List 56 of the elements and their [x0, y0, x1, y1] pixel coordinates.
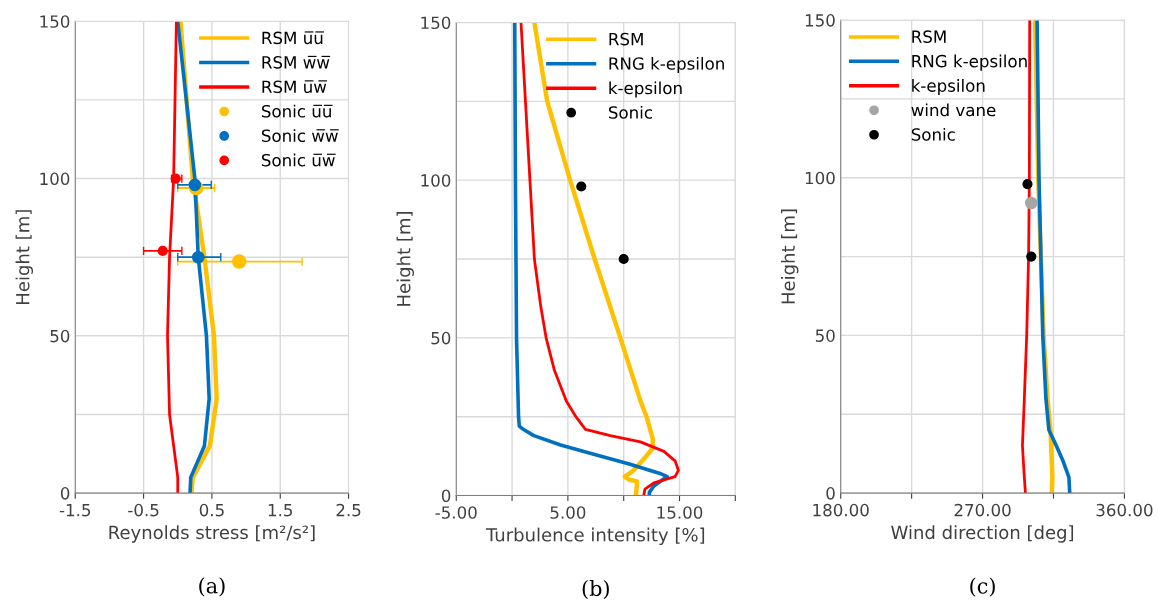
x-tick-label: 5.00 — [550, 506, 586, 519]
y-tick-label: 50 — [431, 331, 451, 345]
legend-label: RSM u̅w̅ — [262, 80, 328, 94]
legend-label: wind vane — [911, 103, 996, 117]
y-axis-title: Height [m] — [396, 212, 415, 306]
y-tick-label: 100 — [40, 172, 70, 186]
legend-label: RSM — [609, 32, 643, 46]
x-tick-label: 0.5 — [199, 503, 224, 517]
x-axis-title: Wind direction [deg] — [891, 525, 1074, 543]
text: (a) — [199, 577, 225, 597]
legend-label: RSM w̅w̅ — [262, 55, 331, 69]
text: (b) — [582, 580, 609, 600]
y-axis-title: Height [m] — [15, 210, 34, 304]
point — [157, 245, 168, 256]
point — [1024, 196, 1038, 210]
y-tick-label: 100 — [805, 171, 835, 185]
y-tick-label: 50 — [815, 329, 835, 342]
text: (c) — [970, 577, 995, 597]
line-series — [1035, 20, 1072, 494]
x-tick-label: 1.5 — [268, 504, 293, 517]
y-tick-label: 0 — [826, 487, 835, 500]
y-tick-label: 50 — [50, 329, 70, 343]
x-tick-label: 360.00 — [1096, 503, 1153, 517]
y-tick-label: 150 — [40, 15, 70, 28]
legend-label: Sonic — [911, 127, 955, 141]
legend-label: RSM u̅u̅ — [262, 31, 324, 45]
y-tick-label: 150 — [805, 14, 835, 27]
x-axis-title: Reynolds stress [m²/s²] — [109, 525, 315, 543]
legend-label: k-epsilon — [609, 81, 682, 98]
legend-label: Sonic u̅u̅ — [261, 104, 333, 118]
x-tick-label: -1.5 — [59, 504, 91, 517]
y-tick-label: 0 — [60, 487, 70, 500]
legend-label: Sonic — [608, 105, 652, 119]
x-tick-label: 2.5 — [336, 503, 361, 517]
legend-label: RNG k-epsilon — [912, 54, 1027, 71]
legend-label: Sonic u̅w̅ — [261, 153, 336, 167]
y-tick-label: 150 — [421, 16, 451, 30]
x-axis-title: Turbulence intensity [%] — [485, 527, 705, 546]
y-axis-title: Height [m] — [781, 209, 799, 304]
point — [1026, 251, 1037, 262]
legend-label: Sonic w̅w̅ — [261, 129, 339, 143]
point — [231, 254, 247, 269]
legend-label: RSM — [912, 30, 946, 43]
x-tick-label: -5.00 — [435, 506, 477, 519]
x-tick-label: 180.00 — [813, 503, 869, 517]
point — [1022, 178, 1033, 190]
point — [191, 250, 205, 264]
x-tick-label: 270.00 — [954, 503, 1011, 517]
y-tick-label: 100 — [421, 174, 451, 187]
point — [188, 178, 202, 192]
x-tick-label: 15.00 — [657, 506, 703, 519]
line-series — [175, 21, 211, 494]
y-tick-label: 0 — [441, 489, 451, 503]
legend-label: k-epsilon — [912, 78, 985, 96]
legend-label: RNG k-epsilon — [609, 56, 724, 74]
x-tick-label: -0.5 — [128, 503, 159, 517]
